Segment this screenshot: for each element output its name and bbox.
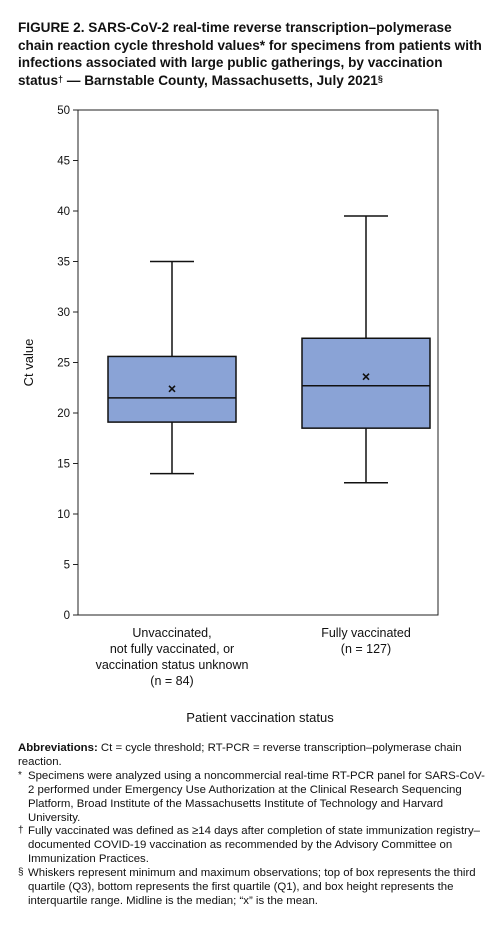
abbreviations-label: Abbreviations: <box>18 742 98 754</box>
y-tick-label: 5 <box>64 560 70 572</box>
footnote-dagger: † Fully vaccinated was defined as ≥14 day… <box>18 825 488 867</box>
title-dagger: † <box>58 73 64 84</box>
footnote-mark: § <box>18 867 24 879</box>
x-axis-label: Patient vaccination status <box>186 710 334 725</box>
y-tick-label: 0 <box>64 610 70 622</box>
abbreviations-text: Ct = cycle threshold; RT-PCR = reverse t… <box>18 742 462 768</box>
box-plot-chart: 0 5 10 15 20 25 30 35 40 45 50 Ct value Unvaccinated… <box>21 105 439 725</box>
abbreviations-note: Abbreviations: Ct = cycle threshold; RT-… <box>18 742 488 770</box>
y-tick-label: 40 <box>57 206 70 218</box>
y-axis-label: Ct value <box>21 339 36 387</box>
figure-title: FIGURE 2. SARS-CoV-2 real-time reverse t… <box>18 19 488 89</box>
y-tick-label: 25 <box>57 358 70 370</box>
y-tick-label: 50 <box>57 105 70 117</box>
y-tick-label: 30 <box>57 307 70 319</box>
title-tail: — Barnstable County, Massachusetts, July… <box>63 72 378 88</box>
footnote-section: § Whiskers represent minimum and maximum … <box>18 867 488 909</box>
y-tick-label: 10 <box>57 509 70 521</box>
y-tick-label: 35 <box>57 257 70 269</box>
iqr-box <box>301 337 431 429</box>
category-label: Unvaccinated, <box>132 626 211 640</box>
y-tick-label: 20 <box>57 408 70 420</box>
footnote-mark: * <box>18 769 22 781</box>
y-tick-label: 45 <box>57 156 70 168</box>
footnote-asterisk: * Specimens were analyzed using a noncomm… <box>18 770 488 826</box>
category-label: not fully vaccinated, or <box>110 642 234 656</box>
title-main: FIGURE 2. SARS-CoV-2 real-time reverse t… <box>18 20 482 88</box>
y-tick-label: 15 <box>57 459 70 471</box>
category-label: vaccination status unknown <box>96 658 249 672</box>
footnote-text: Fully vaccinated was defined as ≥14 days… <box>28 825 480 866</box>
footnote-mark: † <box>18 825 24 837</box>
footnote-text: Specimens were analyzed using a noncomme… <box>28 769 485 824</box>
category-label: (n = 127) <box>341 642 391 656</box>
footnotes: Abbreviations: Ct = cycle threshold; RT-… <box>18 742 488 909</box>
category-label: (n = 84) <box>150 674 193 688</box>
title-section-mark: § <box>377 73 383 84</box>
mean-marker <box>168 385 176 393</box>
category-label: Fully vaccinated <box>321 626 411 640</box>
mean-marker <box>362 373 370 381</box>
footnote-text: Whiskers represent minimum and maximum o… <box>28 867 476 907</box>
